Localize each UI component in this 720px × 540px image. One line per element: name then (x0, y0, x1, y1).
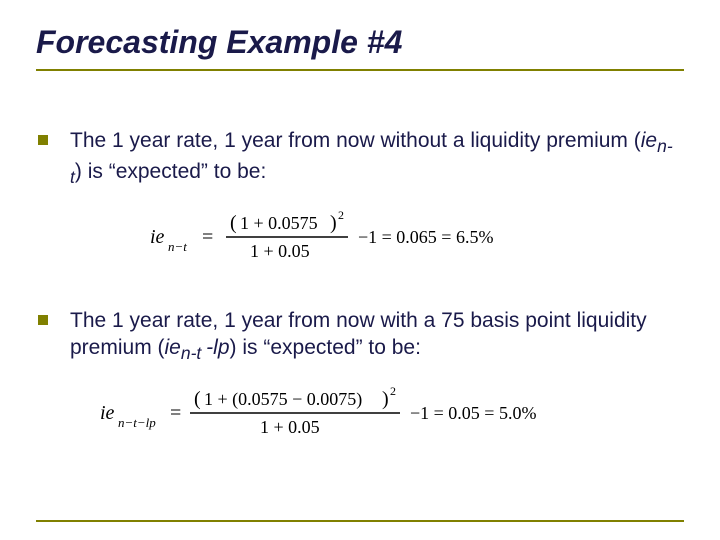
bullet-2-mid: -lp (206, 336, 229, 359)
svg-text:−1 = 0.065 = 6.5%: −1 = 0.065 = 6.5% (358, 227, 493, 247)
bullet-1-text: The 1 year rate, 1 year from now without… (70, 127, 684, 189)
svg-text:n−t−lp: n−t−lp (118, 415, 156, 430)
bullet-icon (38, 135, 48, 145)
svg-text:ie: ie (150, 226, 165, 248)
svg-text:−1 = 0.05 = 5.0%: −1 = 0.05 = 5.0% (410, 403, 536, 423)
svg-text:ie: ie (100, 402, 115, 424)
equation-1-svg: ie n−t = ( 1 + 0.0575 ) 2 1 + 0.05 −1 = … (150, 207, 570, 267)
bullet-2: The 1 year rate, 1 year from now with a … (36, 307, 684, 365)
bullet-1-var: ie (641, 129, 657, 152)
footer-rule (36, 520, 684, 522)
bullet-2-sub: n-t (181, 343, 206, 363)
bullet-icon (38, 315, 48, 325)
svg-text:1 + (0.0575 − 0.0075): 1 + (0.0575 − 0.0075) (204, 389, 362, 410)
svg-text:=: = (170, 402, 181, 424)
svg-text:2: 2 (338, 208, 344, 222)
svg-text:(: ( (194, 388, 201, 410)
equation-2-svg: ie n−t−lp = ( 1 + (0.0575 − 0.0075) ) 2 … (100, 383, 620, 443)
svg-text:): ) (330, 212, 337, 234)
svg-text:): ) (382, 388, 389, 410)
svg-text:1 + 0.05: 1 + 0.05 (250, 241, 310, 261)
bullet-2-text: The 1 year rate, 1 year from now with a … (70, 307, 684, 365)
svg-text:n−t: n−t (168, 239, 187, 254)
slide-title: Forecasting Example #4 (36, 20, 684, 61)
svg-text:2: 2 (390, 384, 396, 398)
bullet-1-post: ) is “expected” to be: (75, 160, 266, 183)
equation-2: ie n−t−lp = ( 1 + (0.0575 − 0.0075) ) 2 … (36, 383, 684, 443)
bullet-1: The 1 year rate, 1 year from now without… (36, 127, 684, 189)
title-rule: Forecasting Example #4 (36, 20, 684, 71)
svg-text:1 + 0.0575: 1 + 0.0575 (240, 213, 318, 233)
bullet-1-pre: The 1 year rate, 1 year from now without… (70, 129, 641, 152)
equation-1: ie n−t = ( 1 + 0.0575 ) 2 1 + 0.05 −1 = … (36, 207, 684, 267)
bullet-2-post: ) is “expected” to be: (230, 336, 421, 359)
svg-text:(: ( (230, 212, 237, 234)
svg-text:=: = (202, 226, 213, 248)
slide: Forecasting Example #4 The 1 year rate, … (0, 0, 720, 540)
svg-text:1 + 0.05: 1 + 0.05 (260, 417, 320, 437)
bullet-2-var: ie (165, 336, 181, 359)
